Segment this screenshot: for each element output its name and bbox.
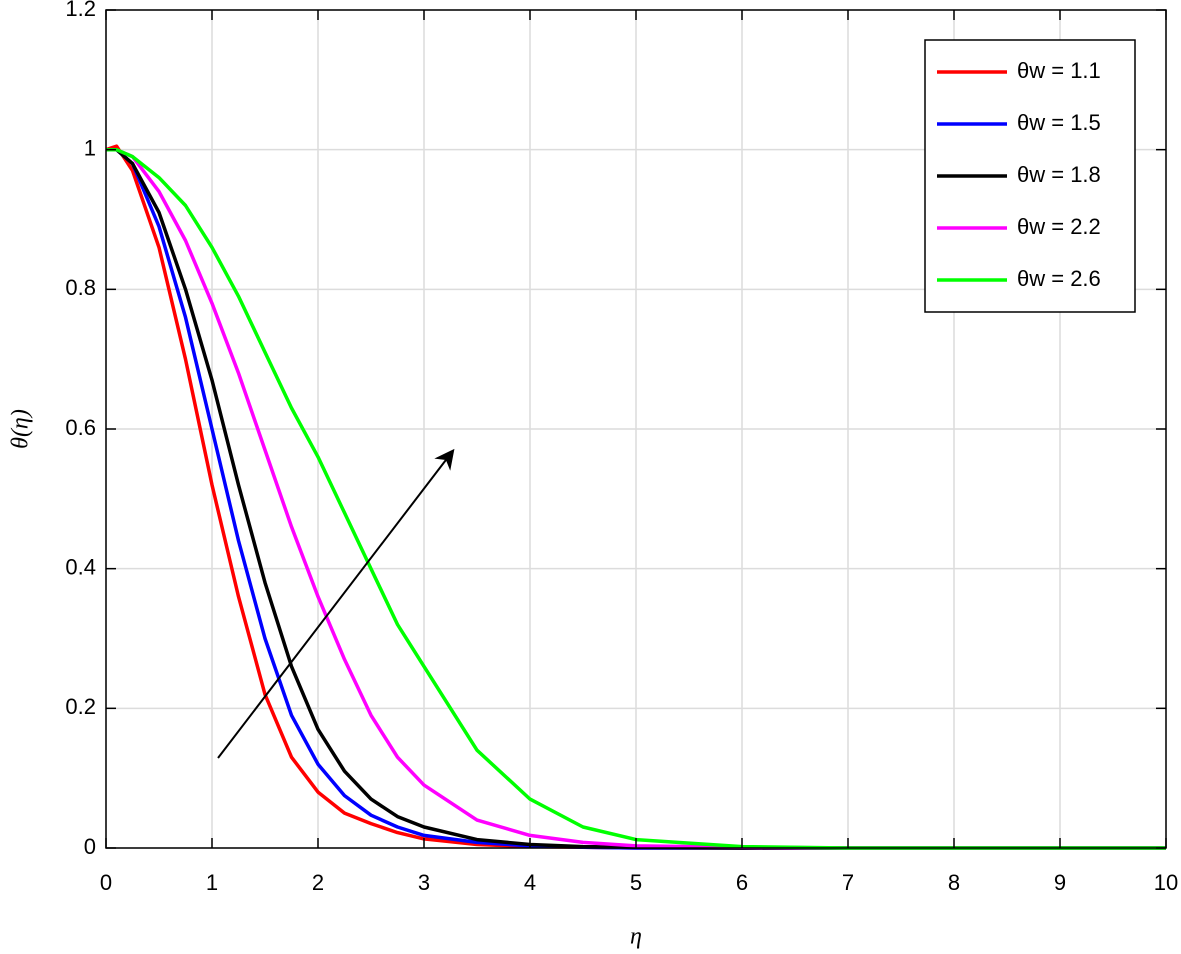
x-tick-label: 9: [1054, 870, 1066, 895]
x-tick-label: 1: [206, 870, 218, 895]
y-tick-label: 0: [84, 834, 96, 859]
x-tick-label: 8: [948, 870, 960, 895]
x-tick-label: 5: [630, 870, 642, 895]
x-tick-label: 6: [736, 870, 748, 895]
trend-arrow: [217, 448, 455, 759]
x-tick-label: 2: [312, 870, 324, 895]
x-tick-label: 3: [418, 870, 430, 895]
y-tick-label: 1: [84, 135, 96, 160]
legend-label: θw = 2.6: [1017, 266, 1101, 291]
x-tick-label: 10: [1154, 870, 1178, 895]
legend-label: θw = 2.2: [1017, 214, 1101, 239]
legend-label: θw = 1.5: [1017, 110, 1101, 135]
x-tick-label: 0: [100, 870, 112, 895]
series-line: [106, 147, 1166, 850]
y-tick-label: 0.4: [65, 554, 96, 579]
legend-label: θw = 1.1: [1017, 58, 1101, 83]
legend-label: θw = 1.8: [1017, 162, 1101, 187]
legend: θw = 1.1 θw = 1.5 θw = 1.8 θw = 2.2 θw = 2.6: [924, 39, 1136, 313]
x-tick-label: 7: [842, 870, 854, 895]
y-axis-label: θ(η): [8, 409, 34, 449]
y-tick-label: 0.2: [65, 694, 96, 719]
x-tick-label: 4: [524, 870, 536, 895]
x-axis-label: η: [630, 924, 642, 950]
y-tick-label: 0.8: [65, 275, 96, 300]
y-tick-label: 0.6: [65, 415, 96, 440]
y-tick-label: 1.2: [65, 0, 96, 21]
